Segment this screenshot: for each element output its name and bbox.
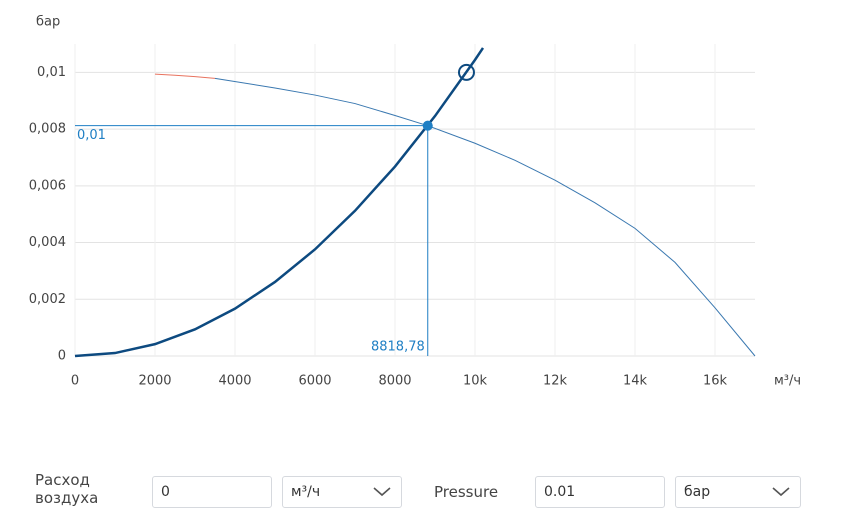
pressure-unit-select[interactable]: бар	[675, 476, 801, 508]
target-point	[457, 63, 475, 81]
pressure-label: Pressure	[434, 483, 499, 501]
pressure-unit: бар	[684, 484, 711, 500]
chevron	[772, 487, 790, 497]
curve	[214, 77, 756, 357]
y-tick-label: 0,006	[29, 178, 66, 193]
flow-unit: м³/ч	[291, 484, 321, 500]
operating-x-label: 8818,78	[371, 340, 425, 355]
pressure-input[interactable]: 0.01	[535, 476, 665, 508]
y-tick-label: 0,004	[29, 235, 66, 250]
x-tick-label: 2000	[138, 374, 171, 389]
x-tick-label: 8000	[378, 374, 411, 389]
chart: бар м³/ч 0 0,002 0,004 0,006 0,008 0,01 0 2000 4…	[29, 15, 801, 389]
x-tick-label: 4000	[218, 374, 251, 389]
flow-input[interactable]: 0	[152, 476, 272, 508]
operating-y-label: 0,01	[77, 128, 106, 143]
flow-unit-select[interactable]: м³/ч	[282, 476, 402, 508]
x-tick-label: 12k	[543, 374, 568, 389]
chevron	[373, 487, 391, 497]
x-axis-label: м³/ч	[774, 374, 801, 389]
x-tick-label: 16k	[703, 374, 728, 389]
y-tick-label: 0,008	[29, 122, 66, 137]
y-tick-label: 0,01	[37, 65, 66, 80]
x-tick-label: 0	[71, 374, 79, 389]
curve	[154, 73, 216, 79]
x-tick-label: 6000	[298, 374, 331, 389]
operating-point	[422, 120, 433, 131]
y-tick-label: 0	[58, 349, 66, 364]
flow-label: Расход воздуха	[35, 471, 99, 507]
x-tick-label: 14k	[623, 374, 648, 389]
y-tick-label: 0,002	[29, 292, 66, 307]
x-tick-label: 10k	[463, 374, 488, 389]
y-axis-label: бар	[36, 15, 60, 30]
curve	[74, 47, 485, 358]
